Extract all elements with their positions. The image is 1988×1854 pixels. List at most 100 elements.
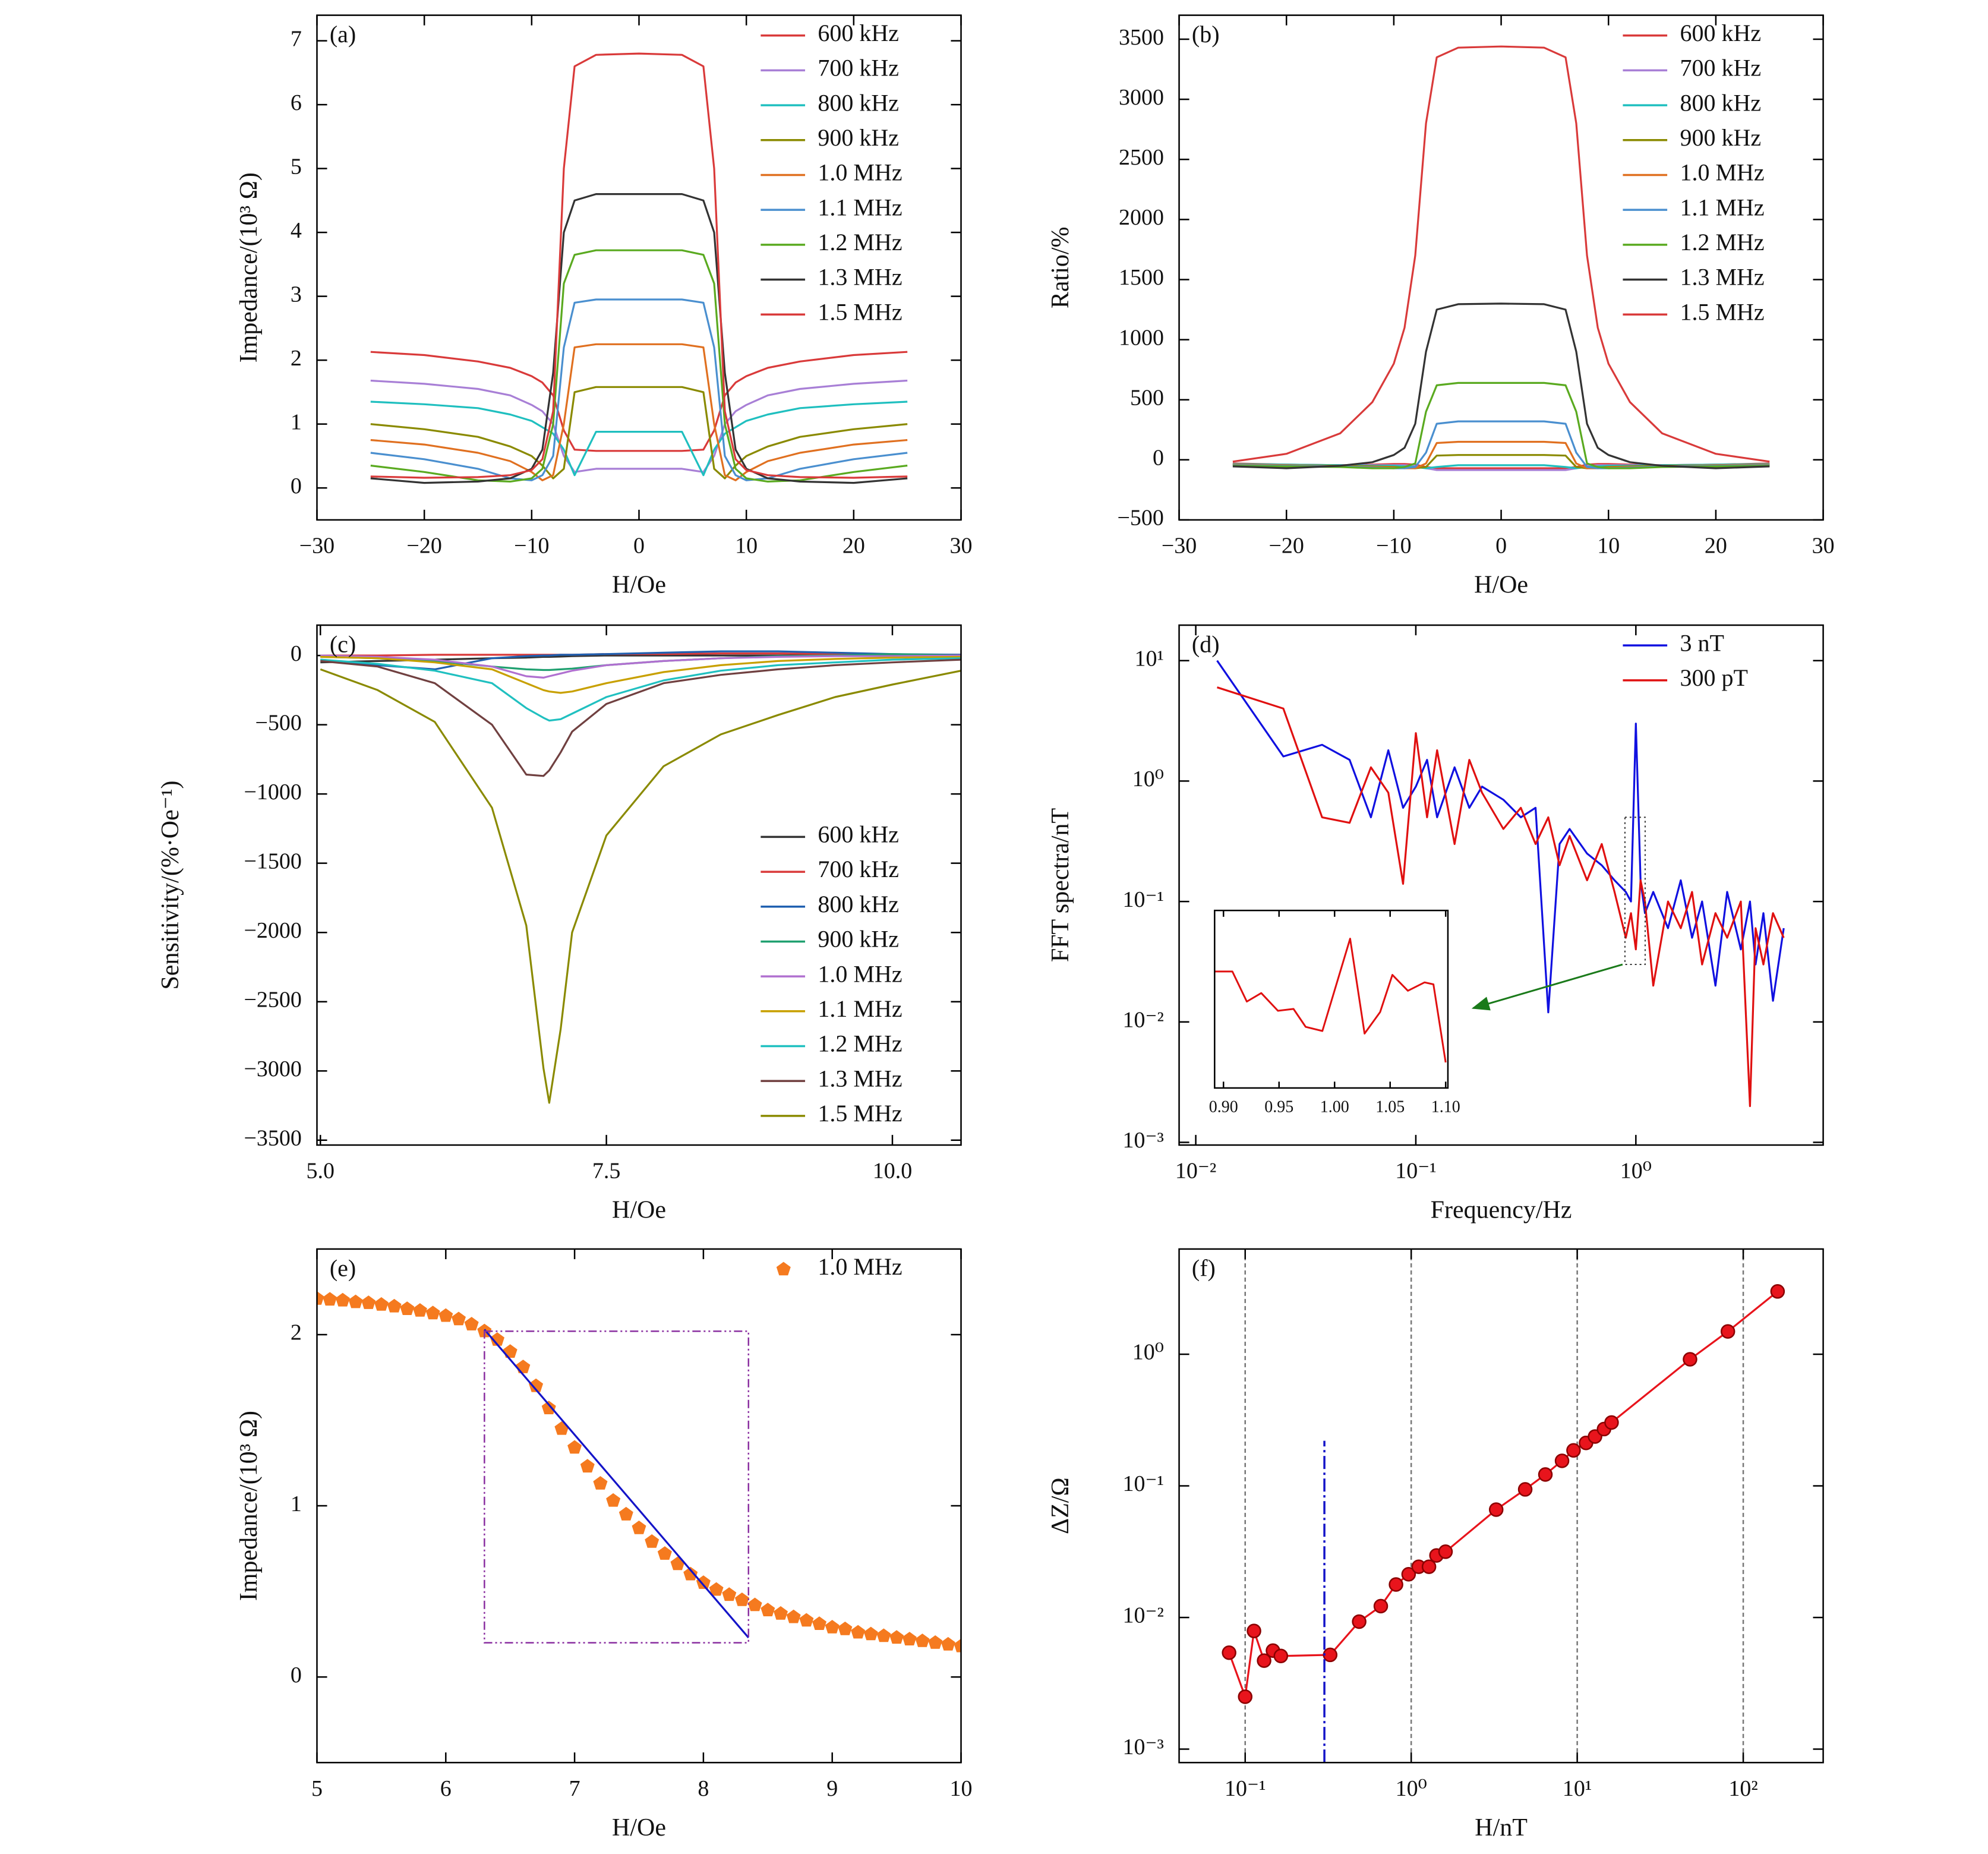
legend: 3 nT 300 pT xyxy=(1623,629,1748,691)
series-line xyxy=(370,379,908,473)
y-tick-label: 0 xyxy=(291,641,302,666)
panel-label: (f) xyxy=(1192,1254,1216,1281)
series-line xyxy=(320,658,961,777)
series-line xyxy=(370,193,908,484)
data-point xyxy=(593,1475,608,1490)
y-tick-label: 0 xyxy=(1153,446,1164,471)
series-line xyxy=(370,351,908,452)
y-axis-label: ΔZ/Ω xyxy=(1047,1477,1074,1534)
series-line xyxy=(320,655,961,694)
data-point xyxy=(902,1632,917,1645)
data-point xyxy=(734,1592,749,1606)
data-point xyxy=(464,1317,479,1330)
y-tick-label: 10⁻¹ xyxy=(1122,1471,1163,1496)
y-tick-label: 0 xyxy=(291,1663,302,1688)
data-point xyxy=(1421,1559,1437,1574)
x-tick-label: −10 xyxy=(1376,534,1411,559)
data-point xyxy=(1770,1284,1785,1299)
y-axis-label: Impedance/(10³ Ω) xyxy=(235,1411,263,1601)
x-tick-label: 20 xyxy=(842,534,865,559)
legend-label: 1.2 MHz xyxy=(1680,229,1764,256)
x-axis-label: H/Oe xyxy=(1474,572,1528,599)
data-point xyxy=(1352,1614,1367,1629)
legend-label: 800 kHz xyxy=(1680,89,1761,116)
plot-area xyxy=(1179,15,1823,520)
x-tick-label: −30 xyxy=(299,534,335,559)
panel-label: (c) xyxy=(330,630,356,657)
axes-frame xyxy=(1178,14,1824,521)
legend-label: 1.2 MHz xyxy=(818,1030,902,1057)
series-line xyxy=(1232,302,1770,469)
data-point xyxy=(1247,1623,1261,1638)
legend-label: 700 kHz xyxy=(818,856,899,882)
plot-content xyxy=(1216,660,1785,1107)
zoom-arrow xyxy=(1471,963,1623,1011)
y-axis-label: Sensitivity/(%·Oe⁻¹) xyxy=(157,780,184,989)
y-tick-label: 10⁰ xyxy=(1132,767,1164,792)
data-point xyxy=(1720,1324,1735,1339)
data-point xyxy=(761,1603,775,1616)
data-point xyxy=(1538,1467,1553,1482)
data-point xyxy=(825,1619,840,1634)
y-tick-label: 2 xyxy=(291,346,302,371)
y-tick-label: 1000 xyxy=(1119,325,1164,350)
legend-label: 3 nT xyxy=(1680,629,1724,656)
data-point xyxy=(1554,1453,1570,1468)
y-tick-label: 2 xyxy=(291,1320,302,1345)
legend-label: 1.5 MHz xyxy=(1680,298,1764,325)
legend-label: 800 kHz xyxy=(818,89,899,116)
panel: 5 6 7 8 9 10 0 1 2 (e) H/Oe Impedance/(10³ Ω) 1.0 MH… xyxy=(235,1248,973,1842)
data-point xyxy=(851,1625,866,1639)
data-point xyxy=(1438,1544,1453,1559)
data-point xyxy=(1238,1689,1253,1704)
series-line xyxy=(370,343,908,481)
data-point xyxy=(1401,1566,1416,1582)
y-tick-label: 1 xyxy=(291,409,302,434)
data-point xyxy=(400,1301,415,1315)
data-point xyxy=(606,1493,621,1507)
y-tick-label: 4 xyxy=(291,218,302,243)
legend-label: 900 kHz xyxy=(818,124,899,151)
plot-area xyxy=(317,625,961,1145)
x-tick-label: 10¹ xyxy=(1563,1776,1592,1801)
x-tick-label: 5 xyxy=(311,1776,323,1801)
axes-frame xyxy=(316,624,962,1146)
plot-content xyxy=(317,1291,961,1653)
x-tick-label: 10⁻¹ xyxy=(1395,1159,1436,1184)
legend-label: 800 kHz xyxy=(818,891,899,917)
x-tick-label: 10 xyxy=(950,1776,973,1801)
y-axis-label: Impedance/(10³ Ω) xyxy=(235,172,263,362)
y-tick-label: 10⁻² xyxy=(1122,1007,1163,1032)
plot-content xyxy=(1222,1284,1785,1763)
legend-label: 1.0 MHz xyxy=(818,960,902,987)
legend-label: 1.5 MHz xyxy=(818,1100,902,1127)
y-tick-label: 1500 xyxy=(1119,265,1164,290)
x-tick-label: −20 xyxy=(1269,534,1304,559)
panel: −30 −20 −10 0 10 20 30 0 1 2 3 4 5 6 7 (a) H/Oe Impedance… xyxy=(235,14,973,599)
data-point xyxy=(580,1459,595,1473)
plot-area xyxy=(317,15,961,520)
y-tick-label: −3500 xyxy=(244,1125,301,1150)
x-tick-label: 30 xyxy=(950,534,973,559)
axes-frame xyxy=(1178,624,1824,1146)
inset-panel: 0.90 0.95 1.00 1.05 1.10 xyxy=(1209,909,1460,1116)
data-point xyxy=(335,1292,350,1307)
data-point xyxy=(348,1294,363,1308)
y-tick-label: −500 xyxy=(1118,506,1164,531)
y-tick-label: −1000 xyxy=(244,780,301,805)
x-axis-label: H/Oe xyxy=(612,1197,666,1224)
legend-label: 1.0 MHz xyxy=(818,1253,902,1280)
data-point xyxy=(876,1628,891,1642)
x-tick-label: 6 xyxy=(440,1776,452,1801)
y-tick-label: 10¹ xyxy=(1135,646,1164,671)
x-tick-label: 10.0 xyxy=(873,1159,913,1184)
legend-label: 300 pT xyxy=(1680,664,1747,691)
data-point xyxy=(387,1298,402,1313)
legend-label: 1.0 MHz xyxy=(818,159,902,186)
data-point xyxy=(838,1621,853,1635)
data-point xyxy=(747,1597,762,1612)
y-tick-label: −500 xyxy=(255,710,301,735)
data-point xyxy=(1222,1645,1236,1660)
data-point xyxy=(1488,1502,1504,1517)
data-point xyxy=(323,1292,337,1306)
